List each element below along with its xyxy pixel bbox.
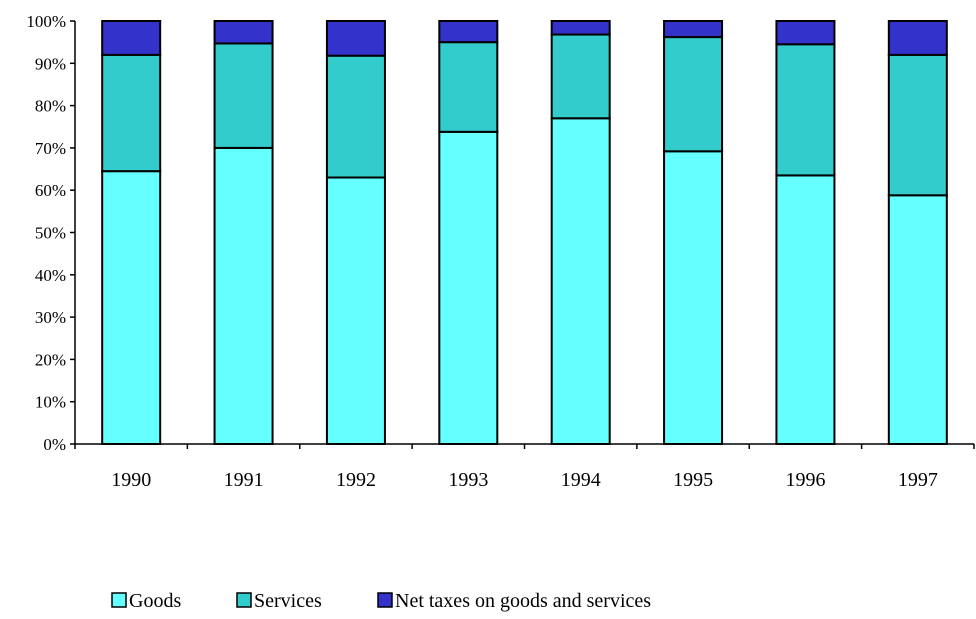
bar-1997-net-taxes-on-goods-and-services xyxy=(887,20,948,56)
x-tick-label: 1990 xyxy=(111,469,151,491)
y-tick-label: 20% xyxy=(35,350,66,369)
axes-layer: 1990 1991 1992 1993 1994 1995 1996 1997 0% 10% 20%… xyxy=(26,12,975,491)
y-tick-label: 100% xyxy=(26,12,66,31)
legend-label: Goods xyxy=(129,590,181,612)
y-tick-label: 90% xyxy=(35,54,66,73)
x-tick-label: 1994 xyxy=(561,469,601,491)
bar-1995-net-taxes-on-goods-and-services xyxy=(663,20,724,39)
x-tick-label: 1992 xyxy=(336,469,376,491)
bar-1990-goods xyxy=(101,170,162,445)
bar-1997-services xyxy=(887,53,948,197)
y-tick-label: 40% xyxy=(35,266,66,285)
y-tick-label: 80% xyxy=(35,97,66,116)
x-tick-label: 1991 xyxy=(224,469,264,491)
x-tick-label: 1993 xyxy=(448,469,488,491)
legend-swatch-net-taxes-on-goods-and-services xyxy=(377,592,393,608)
bar-1991-net-taxes-on-goods-and-services xyxy=(213,20,274,45)
bar-1991-goods xyxy=(213,146,274,445)
bar-1993-net-taxes-on-goods-and-services xyxy=(438,20,499,44)
legend-swatch-goods xyxy=(111,592,127,608)
bars-layer xyxy=(101,20,948,446)
bar-1994-goods xyxy=(550,117,611,445)
bar-1995-goods xyxy=(663,150,724,445)
y-tick-label: 0% xyxy=(43,435,66,454)
bar-1994-services xyxy=(550,33,611,120)
bar-1992-net-taxes-on-goods-and-services xyxy=(325,20,386,57)
bar-1990-net-taxes-on-goods-and-services xyxy=(101,20,162,56)
y-tick-label: 10% xyxy=(35,393,66,412)
legend-swatch-services xyxy=(236,592,252,608)
x-tick-label: 1997 xyxy=(898,469,938,491)
y-tick-label: 30% xyxy=(35,308,66,327)
y-tick-label: 60% xyxy=(35,181,66,200)
bar-1990-services xyxy=(101,53,162,173)
bar-1996-services xyxy=(775,43,836,177)
bar-1992-goods xyxy=(325,176,386,445)
x-tick-label: 1996 xyxy=(785,469,825,491)
legend-label: Services xyxy=(254,590,322,612)
bar-1991-services xyxy=(213,42,274,149)
legend: Goods Services Net taxes on goods and serv… xyxy=(111,590,651,612)
bar-1993-goods xyxy=(438,130,499,446)
y-tick-label: 50% xyxy=(35,224,66,243)
bar-1995-services xyxy=(663,36,724,153)
bar-1993-services xyxy=(438,41,499,133)
bar-1996-goods xyxy=(775,174,836,446)
bar-1997-goods xyxy=(887,194,948,445)
bar-1994-net-taxes-on-goods-and-services xyxy=(550,20,611,36)
bar-1996-net-taxes-on-goods-and-services xyxy=(775,20,836,46)
y-tick-label: 70% xyxy=(35,139,66,158)
legend-label: Net taxes on goods and services xyxy=(395,590,651,612)
x-tick-label: 1995 xyxy=(673,469,713,491)
bar-1992-services xyxy=(325,54,386,179)
